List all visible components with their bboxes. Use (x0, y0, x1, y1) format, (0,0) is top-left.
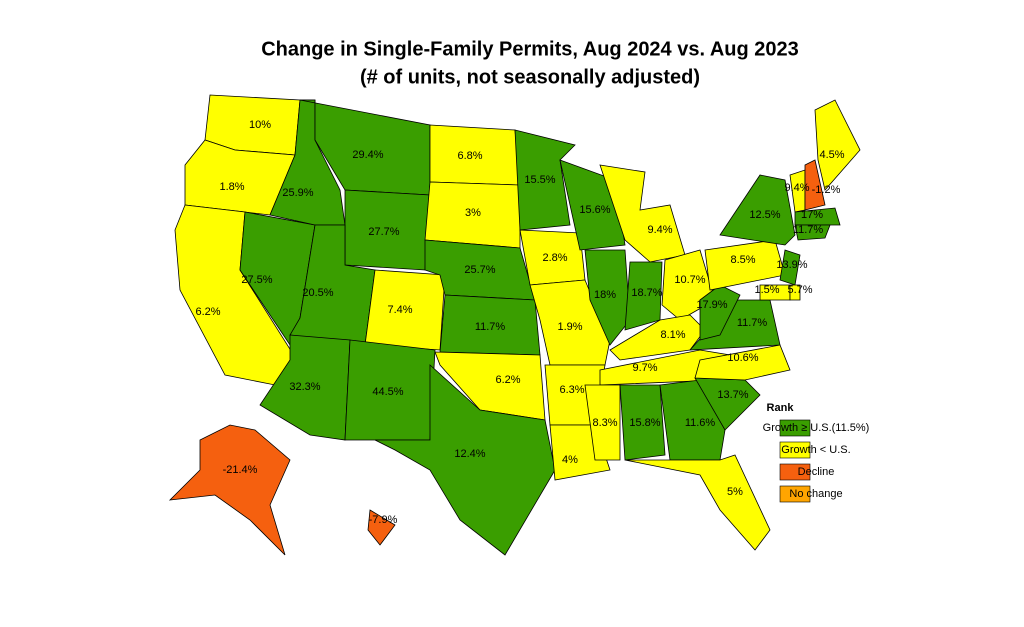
state-shape (367, 509, 396, 546)
state-label: 6.2% (195, 306, 220, 318)
state-label: 1.8% (219, 181, 244, 193)
state-label: 8.3% (592, 417, 617, 429)
subtitle: (# of units, not seasonally adjusted) (360, 66, 700, 88)
state-label: 17% (801, 209, 823, 221)
state-label: 6.3% (559, 384, 584, 396)
state-label: 13.7% (717, 389, 748, 401)
state-label: 6.8% (457, 150, 482, 162)
state-label: 17.9% (696, 299, 727, 311)
state-label: 29.4% (352, 149, 383, 161)
state-label: 1.5% (754, 284, 779, 296)
state-shape (584, 249, 631, 346)
state-label: 15.5% (524, 174, 555, 186)
state-label: 25.9% (282, 187, 313, 199)
legend-swatch (779, 485, 811, 503)
state-shape (814, 99, 861, 191)
state-shape (794, 224, 831, 241)
state-label: 11.7% (793, 224, 824, 236)
state-label: -7.9% (369, 514, 398, 526)
legend-label: Decline (798, 466, 835, 478)
state-label: 3% (465, 207, 481, 219)
state-label: 5% (727, 486, 743, 498)
state-shape (789, 284, 801, 301)
state-shape (624, 454, 771, 551)
state-label: 27.7% (368, 226, 399, 238)
state-label: 9.7% (632, 362, 657, 374)
state-shape (619, 384, 666, 461)
state-label: 11.7% (737, 317, 768, 329)
state-label: 18% (594, 289, 616, 301)
state-label: 11.6% (685, 417, 716, 429)
state-shape (599, 164, 686, 263)
state-label: 27.5% (241, 274, 272, 286)
state-label: -1.2% (812, 184, 841, 196)
state-shape (794, 207, 841, 226)
state-label: 25.7% (464, 264, 495, 276)
state-label: 10.6% (727, 352, 758, 364)
legend-swatch (779, 463, 811, 481)
legend-swatch (779, 441, 811, 459)
state-label: 15.8% (629, 417, 660, 429)
state-shape (514, 129, 576, 231)
state-shape (719, 174, 796, 246)
state-label: 2.8% (542, 252, 567, 264)
state-label: 20.5% (302, 287, 333, 299)
state-label: 4% (562, 454, 578, 466)
state-shape (694, 344, 791, 381)
state-label: 7.4% (387, 304, 412, 316)
state-label: 8.5% (730, 254, 755, 266)
legend-label: No change (789, 488, 842, 500)
state-label: 9.4% (647, 224, 672, 236)
state-label: 32.3% (289, 381, 320, 393)
states: 10% 1.8% 6.2% 27.5% 25.9% 29.4% 27.7% 20.5% 7.4%… (168, 94, 861, 556)
title: Change in Single-Family Permits, Aug 202… (261, 38, 799, 60)
state-label: 12.4% (454, 448, 485, 460)
state-label: 44.5% (372, 386, 403, 398)
state-label: 11.7% (475, 321, 506, 333)
state-shape (584, 384, 621, 461)
state-label: 10.7% (674, 274, 705, 286)
state-label: 13.9% (776, 259, 807, 271)
state-label: 6.2% (495, 374, 520, 386)
legend-label: Growth ≥ U.S.(11.5%) (763, 422, 870, 434)
state-label: 12.5% (749, 209, 780, 221)
state-label: 4.5% (819, 149, 844, 161)
state-label: 18.7% (631, 287, 662, 299)
legend-label: Growth < U.S. (781, 444, 850, 456)
state-label: 10% (249, 119, 271, 131)
state-shape (804, 159, 826, 211)
legend-swatch (779, 419, 811, 437)
state-label: -21.4% (223, 464, 258, 476)
state-shape (374, 364, 556, 556)
state-label: 8.1% (660, 329, 685, 341)
legend: Rank Growth ≥ U.S.(11.5%) Growth < U.S. Dec… (763, 402, 870, 503)
legend-title: Rank (767, 402, 795, 414)
state-label: 15.6% (579, 204, 610, 216)
state-shape (168, 424, 291, 556)
state-label: 1.9% (557, 321, 582, 333)
state-label: 5.7% (787, 284, 812, 296)
state-label: 9.4% (784, 182, 809, 194)
